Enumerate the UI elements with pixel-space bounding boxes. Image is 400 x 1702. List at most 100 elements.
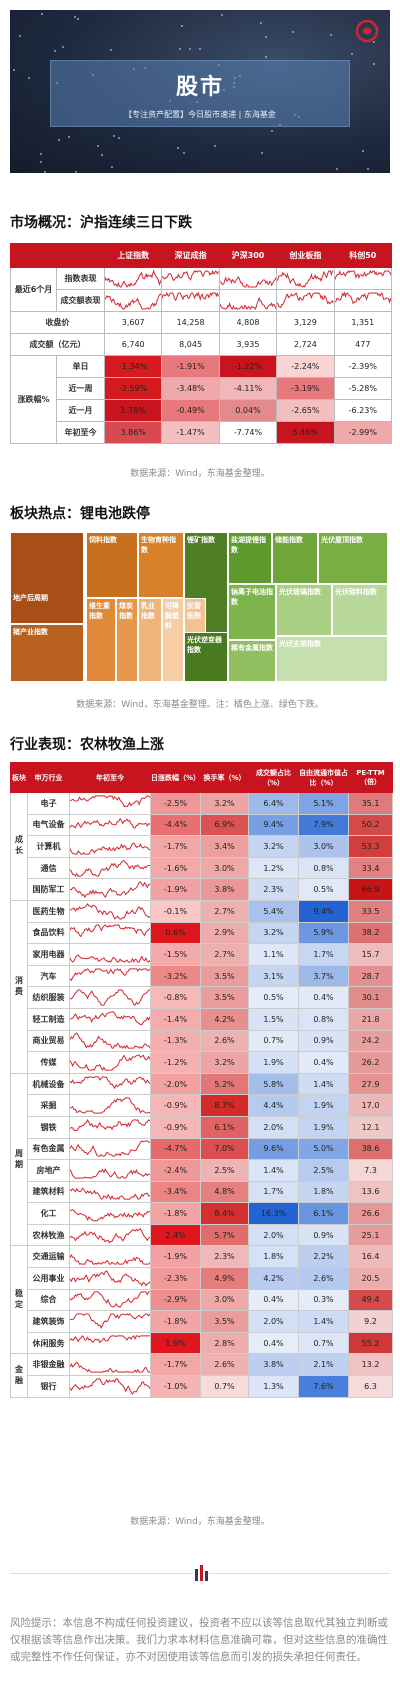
star (76, 18, 79, 21)
volume-share: 2.0% (248, 1115, 299, 1139)
table-row: 成长 电子 -2.5% 3.2% 6.4% 5.1% 35.1 (10, 792, 393, 901)
industry-name: 家用电器 (27, 943, 70, 966)
industry-name: 食品饮料 (27, 921, 70, 945)
volume-share: 5.4% (248, 899, 299, 923)
change-value: -1.91% (161, 355, 220, 378)
sparkline (70, 794, 150, 813)
ytd-sparkline-cell (69, 1115, 151, 1139)
sparkline (70, 1334, 150, 1353)
row-change: 年初至今 3.86% -1.47% -7.74% 5.46% -2.99% (11, 421, 393, 444)
header-industry: 申万行业 (27, 762, 70, 793)
volume-share: 1.1% (248, 943, 299, 966)
table-row: 消费 医药生物 -0.1% 2.7% 5.4% 9.4% 33.5 (10, 899, 393, 1074)
table-row: 房地产 -2.4% 2.5% 1.4% 2.5% 7.3 (11, 1159, 393, 1182)
industry-name: 有色金属 (27, 1137, 70, 1161)
pe-ttm: 16.4 (348, 1245, 393, 1269)
pe-ttm: 33.5 (348, 899, 393, 923)
turnover-rate: 3.8% (200, 878, 249, 901)
ytd-sparkline-cell (69, 835, 151, 858)
sparkline (70, 880, 150, 899)
turnover-rate: 3.0% (200, 1288, 249, 1312)
treemap-cell: 稀有金属指数 (228, 640, 276, 682)
mcap-share: 2.6% (298, 1267, 349, 1290)
index-sparkline-cell (103, 267, 163, 290)
change-value: -2.99% (333, 421, 393, 444)
row-change: 涨跌幅% 单日 -1.34% -1.91% -1.22% -2.24% -2.39% (10, 355, 393, 444)
index-sparkline-cell (333, 267, 393, 290)
treemap-cell: 储能指数 (272, 532, 318, 584)
sparkline (70, 1377, 150, 1396)
daily-change: 2.4% (150, 1223, 201, 1247)
star (40, 160, 43, 163)
section-title-industry: 行业表现：农林牧渔上涨 (10, 737, 164, 753)
daily-change: -3.2% (150, 964, 201, 988)
change-value: -3.19% (276, 377, 335, 400)
change-value: 0.04% (218, 399, 278, 422)
turnover-rate: 7.0% (200, 1137, 249, 1161)
table-row: 电气设备 -4.4% 6.9% 9.4% 7.9% 50.2 (11, 813, 393, 837)
turnover-rate: 6.9% (200, 813, 249, 837)
table-row: 国防军工 -1.9% 3.8% 2.3% 0.5% 66.9 (11, 878, 393, 901)
pe-ttm: 7.3 (348, 1159, 393, 1182)
volume-share: 0.4% (248, 1288, 299, 1312)
star (292, 31, 295, 34)
mcap-share: 1.4% (298, 1310, 349, 1333)
industry-name: 商业贸易 (27, 1029, 70, 1053)
sparkline (105, 269, 161, 289)
pe-ttm: 26.6 (348, 1202, 393, 1225)
turnover-rate: 3.5% (200, 1310, 249, 1333)
change-value: -2.65% (276, 399, 335, 422)
pe-ttm: 38.2 (348, 921, 393, 945)
pe-ttm: 38.6 (348, 1137, 393, 1161)
industry-name: 非银金融 (27, 1353, 70, 1377)
turnover-rate: 2.3% (200, 1245, 249, 1269)
turnover-value: 477 (333, 333, 393, 356)
industry-name: 传媒 (27, 1051, 70, 1074)
daily-change: -1.8% (150, 1202, 201, 1225)
turnover-rate: 4.8% (200, 1180, 249, 1204)
pe-ttm: 28.7 (348, 964, 393, 988)
volume-share: 6.4% (248, 792, 299, 815)
pe-ttm: 53.3 (348, 835, 393, 858)
pe-ttm: 50.2 (348, 813, 393, 837)
change-value: -2.59% (103, 377, 163, 400)
table-row: 建筑装饰 -1.8% 3.5% 2.0% 1.4% 9.2 (11, 1310, 393, 1333)
turnover-rate: 3.0% (200, 856, 249, 880)
close-value: 1,351 (333, 311, 393, 334)
table-row: 轻工制造 -1.4% 4.2% 1.5% 0.8% 21.8 (11, 1007, 393, 1031)
change-value: -4.11% (218, 377, 278, 400)
ytd-sparkline-cell (69, 1267, 151, 1290)
pe-ttm: 66.9 (348, 878, 393, 901)
sparkline (162, 269, 218, 289)
pe-ttm: 15.7 (348, 943, 393, 966)
mcap-share: 5.0% (298, 1137, 349, 1161)
industry-name: 建筑材料 (27, 1180, 70, 1204)
mcap-share: 1.7% (298, 943, 349, 966)
table-header-row: 板块 申万行业 年初至今 日涨跌幅（%） 换手率（%） 成交额占比（%） 自由流… (10, 762, 393, 793)
daily-change: -2.9% (150, 1288, 201, 1312)
turnover-rate: 8.7% (200, 1094, 249, 1117)
mcap-share: 0.8% (298, 1007, 349, 1031)
industry-name: 综合 (27, 1288, 70, 1312)
page-title: 股市 (175, 75, 224, 100)
star (19, 35, 22, 38)
mcap-share: 0.4% (298, 986, 349, 1009)
sparkline (70, 1247, 150, 1266)
change-value: -1.34% (103, 355, 163, 378)
mcap-share: 2.5% (298, 1159, 349, 1182)
pe-ttm: 35.1 (348, 792, 393, 815)
row-label: 收盘价 (10, 311, 105, 334)
table-row: 综合 -2.9% 3.0% 0.4% 0.3% 49.4 (11, 1288, 393, 1312)
mcap-share: 1.9% (298, 1094, 349, 1117)
ytd-sparkline-cell (69, 1245, 151, 1269)
volume-share: 0.4% (248, 1331, 299, 1355)
volume-sparkline-cell (218, 289, 278, 312)
turnover-rate: 8.4% (200, 1202, 249, 1225)
industry-name: 轻工制造 (27, 1007, 70, 1031)
ytd-sparkline-cell (69, 1310, 151, 1333)
star (111, 165, 114, 168)
group-label: 成长 (10, 792, 28, 901)
turnover-rate: 3.2% (200, 792, 249, 815)
mcap-share: 5.9% (298, 921, 349, 945)
table-row: 周期 机械设备 -2.0% 5.2% 5.8% 1.4% 27.9 (10, 1072, 393, 1247)
